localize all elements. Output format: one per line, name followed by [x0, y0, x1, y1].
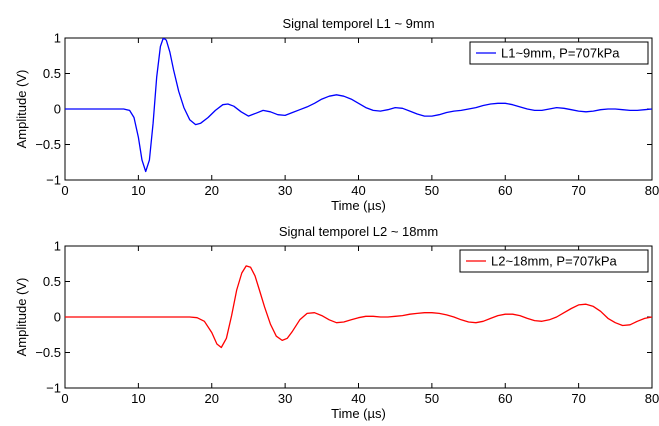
x-tick-label: 60: [498, 391, 512, 406]
y-axis-label: Amplitude (V): [14, 70, 29, 149]
x-tick-label: 40: [351, 391, 365, 406]
chart-title: Signal temporel L1 ~ 9mm: [282, 16, 434, 31]
x-tick-label: 20: [205, 183, 219, 198]
y-tick-label: 1: [54, 239, 61, 254]
y-tick-label: 0.5: [43, 274, 61, 289]
x-tick-label: 80: [645, 183, 659, 198]
x-tick-label: 40: [351, 183, 365, 198]
legend-box: [459, 249, 649, 273]
x-tick-label: 70: [571, 391, 585, 406]
x-tick-label: 30: [278, 391, 292, 406]
y-tick-label: 0: [54, 310, 61, 325]
x-tick-label: 30: [278, 183, 292, 198]
x-tick-label: 10: [131, 183, 145, 198]
x-axis-label: Time (µs): [331, 406, 386, 421]
chart-title: Signal temporel L2 ~ 18mm: [279, 224, 438, 239]
x-tick-label: 70: [571, 183, 585, 198]
x-tick-label: 20: [205, 391, 219, 406]
x-tick-label: 0: [61, 183, 68, 198]
y-tick-label: 0: [54, 102, 61, 117]
legend-label: L2~18mm, P=707kPa: [491, 254, 618, 269]
series-line-1: [65, 38, 652, 173]
x-tick-label: 0: [61, 391, 68, 406]
y-axis-label: Amplitude (V): [14, 278, 29, 357]
series-line-1: [65, 265, 652, 349]
x-tick-label: 50: [425, 183, 439, 198]
y-tick-label: −1: [46, 381, 61, 396]
y-tick-label: −0.5: [35, 137, 61, 152]
x-tick-label: 50: [425, 391, 439, 406]
legend-label: L1~9mm, P=707kPa: [501, 46, 620, 61]
legend-box: [469, 41, 649, 65]
x-tick-label: 80: [645, 391, 659, 406]
x-tick-label: 10: [131, 391, 145, 406]
y-tick-label: 0.5: [43, 66, 61, 81]
y-tick-label: −1: [46, 173, 61, 188]
y-tick-label: −0.5: [35, 345, 61, 360]
x-tick-label: 60: [498, 183, 512, 198]
y-tick-label: 1: [54, 31, 61, 46]
x-axis-label: Time (µs): [331, 198, 386, 213]
